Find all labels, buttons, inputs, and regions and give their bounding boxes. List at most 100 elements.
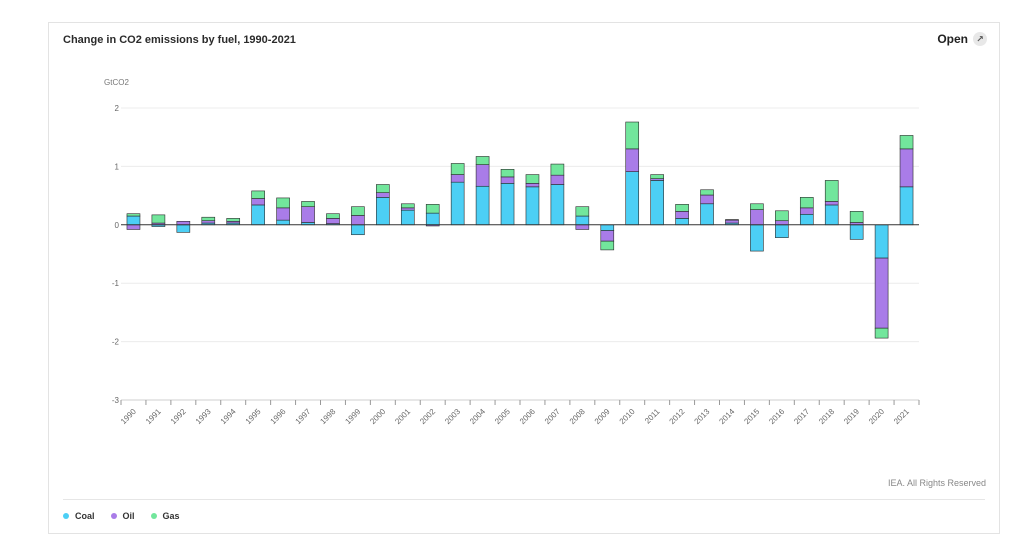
- bar-gas-1998: [326, 213, 340, 219]
- legend-item-coal[interactable]: Coal: [63, 511, 95, 521]
- bar-gas-2012: [675, 204, 689, 212]
- x-tick-label: 2012: [668, 407, 687, 426]
- bar-coal-2016: [775, 224, 789, 238]
- x-tick-label: 2002: [418, 407, 437, 426]
- source-credit: IEA. All Rights Reserved: [887, 478, 986, 488]
- bar-coal-2003: [450, 181, 465, 226]
- bar-gas-1997: [301, 201, 315, 207]
- legend-item-oil[interactable]: Oil: [110, 511, 135, 521]
- bar-coal-2019: [849, 224, 864, 240]
- bar-oil-2017: [799, 207, 814, 215]
- bar-oil-2013: [700, 194, 714, 205]
- open-button[interactable]: Open ↗: [937, 32, 987, 46]
- bar-oil-2018: [824, 201, 839, 206]
- y-tick-label: 1: [115, 162, 120, 171]
- x-tick-label: 2017: [792, 407, 811, 426]
- bar-gas-1990: [126, 213, 141, 217]
- x-tick-label: 2003: [443, 407, 462, 426]
- bar-coal-2004: [475, 185, 490, 226]
- legend-item-gas[interactable]: Gas: [150, 511, 180, 521]
- bar-oil-2009: [600, 230, 615, 242]
- x-tick-label: 2018: [817, 407, 836, 426]
- bar-oil-2001: [400, 207, 415, 211]
- x-tick-label: 2004: [468, 407, 487, 426]
- chart-legend: Coal Oil Gas: [63, 511, 180, 521]
- x-tick-label: 2010: [618, 407, 637, 426]
- x-tick-label: 1998: [318, 407, 337, 426]
- x-tick-label: 1990: [119, 407, 138, 426]
- bar-gas-2017: [799, 197, 814, 209]
- bar-oil-1997: [301, 206, 315, 223]
- x-tick-label: 2008: [568, 407, 587, 426]
- bar-oil-1992: [176, 220, 191, 226]
- bar-oil-1990: [126, 224, 141, 230]
- x-tick-label: 2016: [767, 407, 786, 426]
- bar-coal-1990: [126, 215, 141, 226]
- x-tick-label: 2007: [543, 407, 562, 426]
- bar-oil-2016: [775, 220, 789, 226]
- bar-coal-2007: [550, 184, 565, 226]
- chart-card: Change in CO2 emissions by fuel, 1990-20…: [48, 22, 1000, 534]
- y-tick-label: -3: [112, 396, 120, 405]
- bar-coal-2017: [799, 213, 814, 226]
- bar-gas-2015: [750, 203, 764, 210]
- x-tick-label: 1996: [269, 407, 288, 426]
- bar-coal-2021: [899, 186, 914, 226]
- bar-gas-2007: [550, 163, 565, 176]
- y-axis-label: GtCO2: [104, 78, 129, 87]
- x-tick-label: 2006: [518, 407, 537, 426]
- bar-coal-2005: [500, 183, 515, 226]
- bar-oil-2015: [750, 209, 764, 226]
- bar-oil-2007: [550, 174, 565, 185]
- bar-coal-2020: [874, 224, 889, 259]
- bar-gas-2006: [525, 174, 540, 184]
- bar-coal-2011: [650, 180, 664, 226]
- bar-oil-2010: [625, 148, 640, 172]
- bar-coal-2000: [376, 197, 390, 226]
- bar-gas-2019: [849, 211, 864, 223]
- bar-gas-2002: [425, 204, 440, 214]
- bar-coal-1995: [251, 204, 265, 226]
- x-tick-label: 1999: [343, 407, 362, 426]
- x-tick-label: 2021: [892, 407, 911, 426]
- bar-coal-2015: [750, 224, 764, 252]
- x-tick-label: 2005: [493, 407, 512, 426]
- bar-coal-2012: [675, 218, 689, 226]
- legend-swatch: [110, 513, 117, 519]
- legend-label: Coal: [75, 511, 95, 521]
- bar-oil-2005: [500, 176, 515, 184]
- y-tick-label: 2: [115, 104, 120, 113]
- bar-gas-2020: [874, 327, 889, 339]
- bar-coal-2001: [400, 209, 415, 226]
- bar-gas-1995: [251, 190, 265, 199]
- bar-gas-1999: [351, 206, 365, 216]
- bar-coal-2009: [600, 224, 615, 231]
- bar-gas-1993: [201, 216, 216, 222]
- bar-oil-2020: [874, 257, 889, 329]
- bar-oil-2000: [376, 192, 390, 198]
- bar-gas-2000: [376, 184, 390, 193]
- x-tick-label: 2015: [742, 407, 761, 426]
- bar-gas-2008: [575, 206, 590, 217]
- bar-oil-2021: [899, 148, 914, 188]
- bar-gas-2001: [400, 203, 415, 209]
- bar-gas-2003: [450, 163, 465, 175]
- bar-coal-2013: [700, 203, 714, 226]
- bar-coal-1999: [351, 224, 365, 236]
- x-tick-label: 1991: [144, 407, 163, 426]
- bar-coal-1992: [176, 224, 191, 233]
- bar-gas-2011: [650, 174, 664, 179]
- bar-coal-2006: [525, 186, 540, 226]
- bar-oil-1995: [251, 198, 265, 206]
- bar-oil-1993: [201, 220, 216, 224]
- bar-chart: GtCO2 2 1 0 -1 -2 -3 1990 1991 1992 1993 1994 1995 19…: [104, 78, 920, 426]
- bar-coal-2018: [824, 204, 839, 226]
- x-tick-label: 2020: [867, 407, 886, 426]
- bar-gas-2018: [824, 180, 839, 202]
- bar-gas-1996: [276, 197, 290, 209]
- x-tick-label: 2009: [593, 407, 612, 426]
- bar-gas-1994: [226, 218, 241, 222]
- bar-gas-2005: [500, 169, 515, 178]
- bar-gas-2016: [775, 210, 789, 222]
- bar-gas-2004: [475, 156, 490, 165]
